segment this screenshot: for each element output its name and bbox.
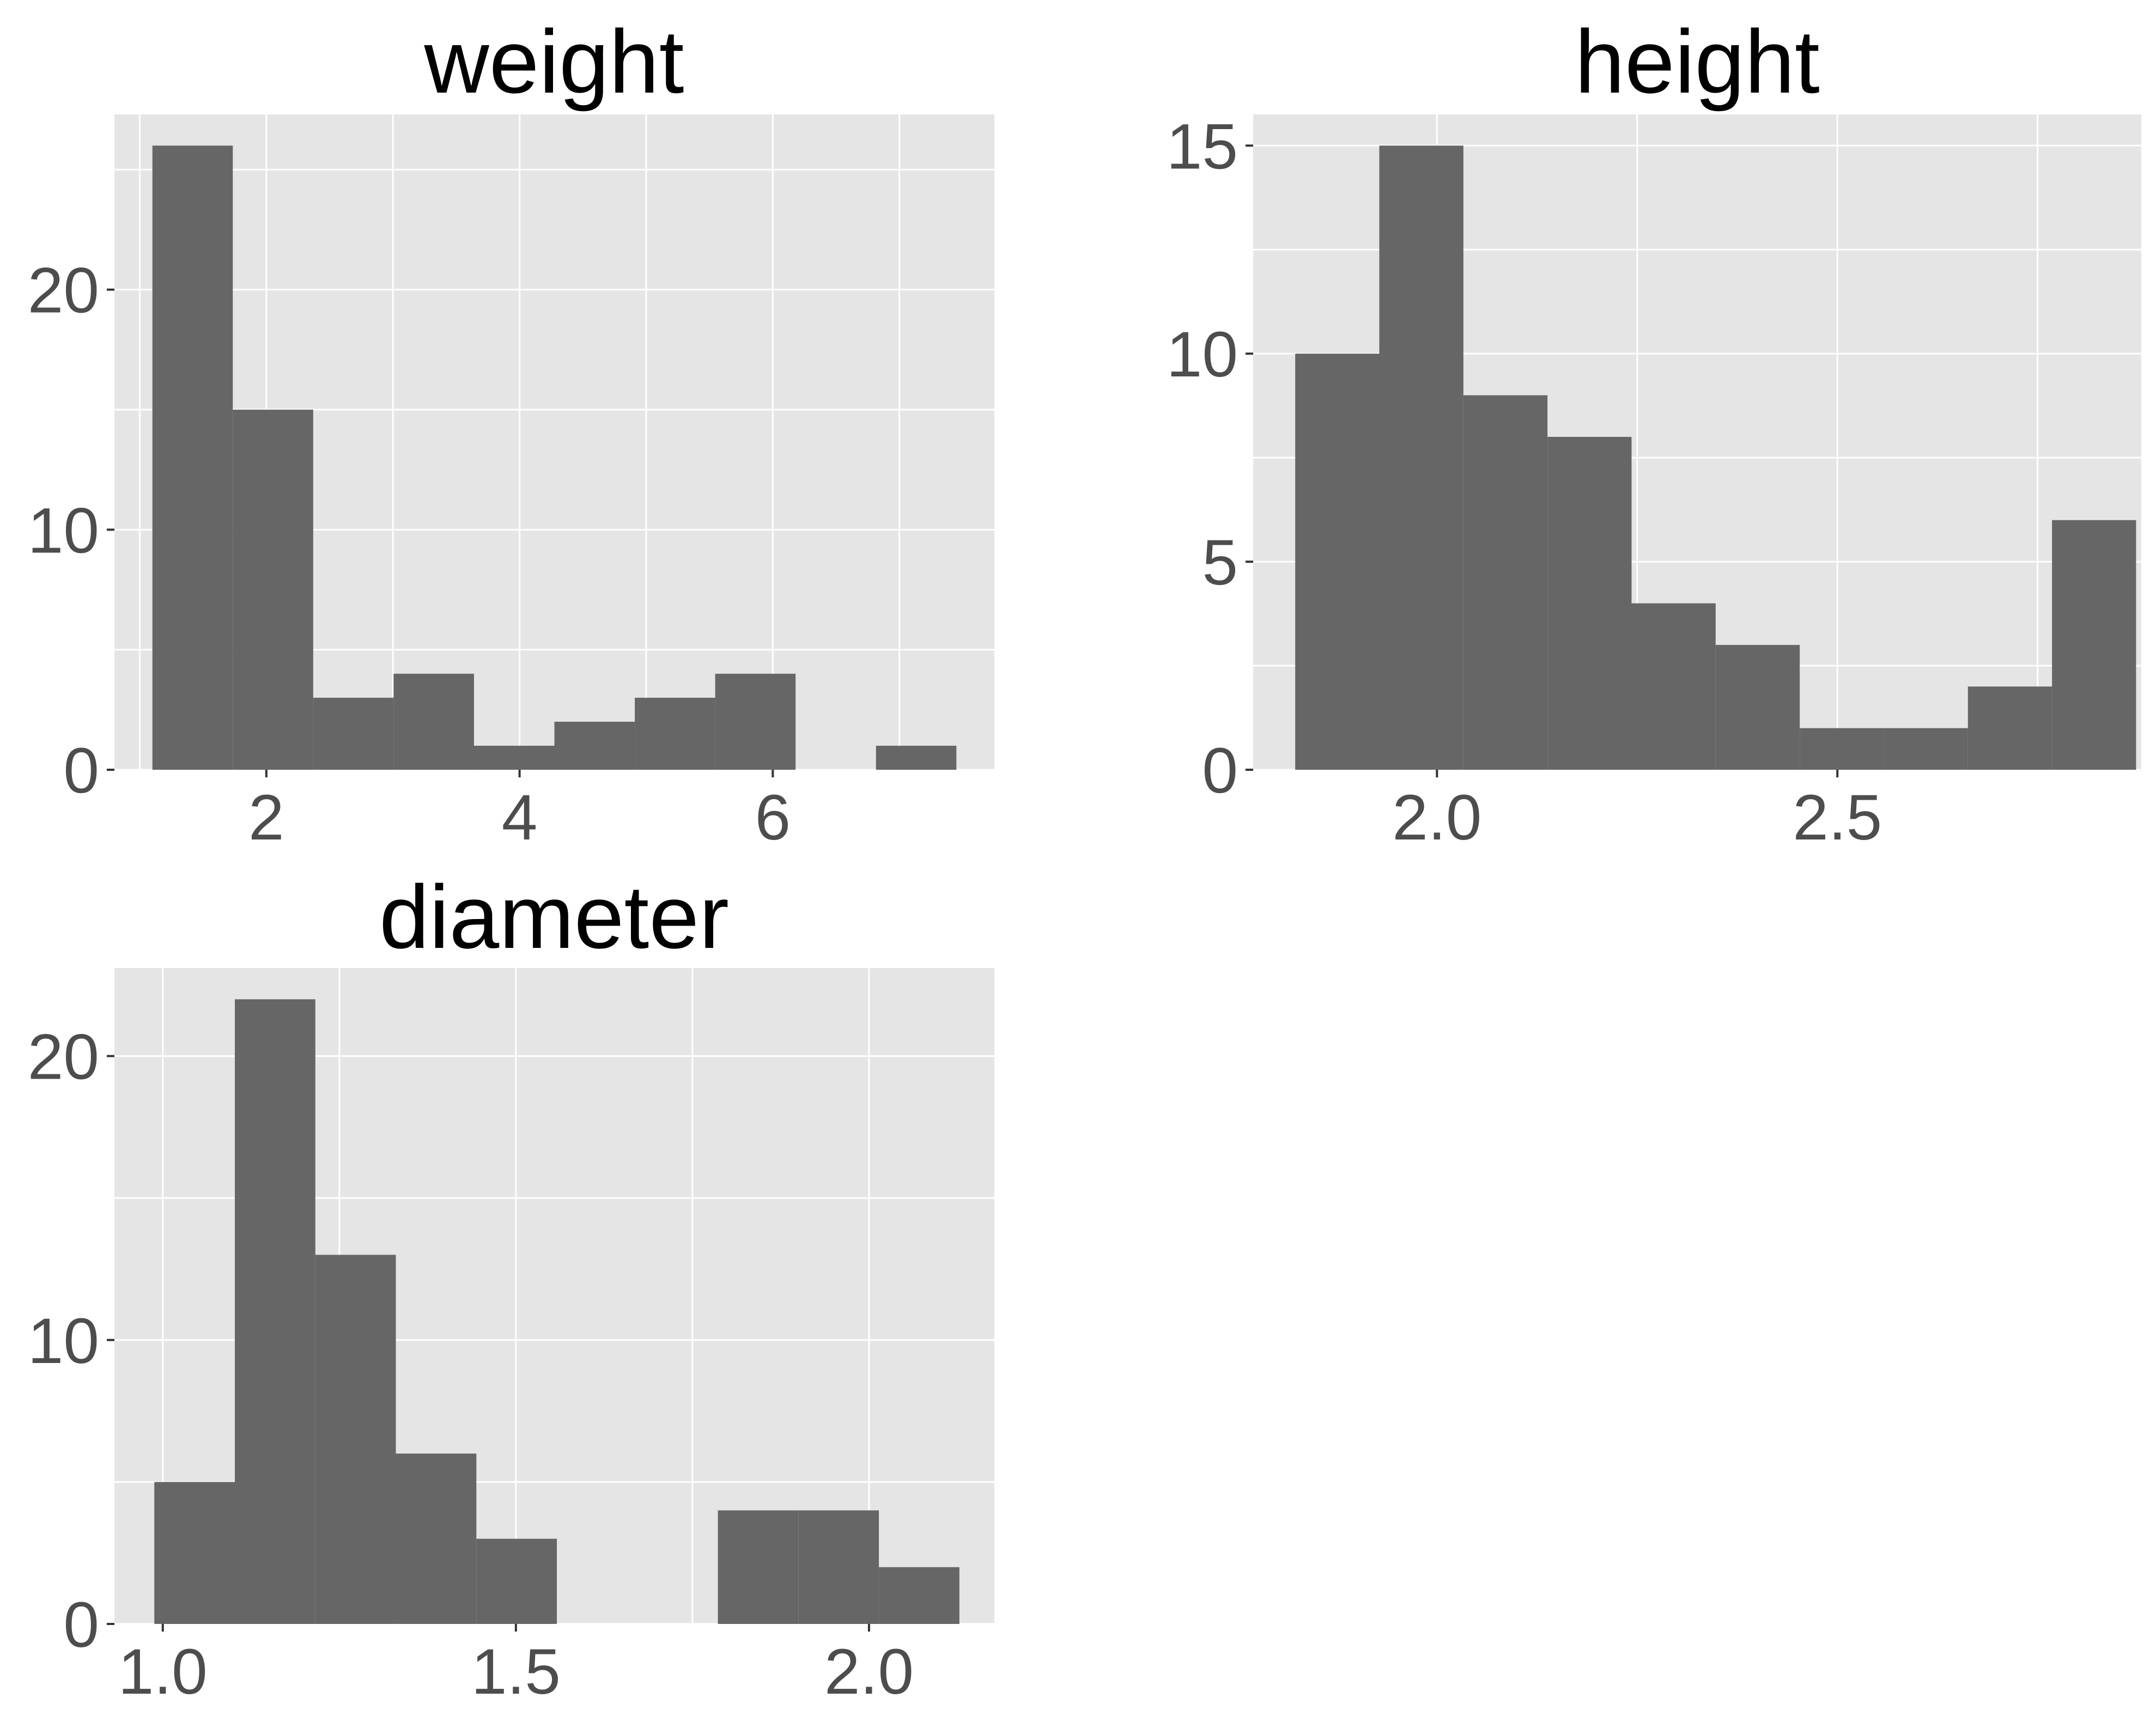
y-tick-label: 0 <box>63 1589 99 1661</box>
histogram-bar <box>635 697 715 770</box>
x-tick-label: 2.0 <box>824 1636 914 1708</box>
histogram-bar <box>1295 354 1380 770</box>
histogram-bar <box>233 410 313 770</box>
histogram-bar <box>315 1255 396 1624</box>
histogram-bar <box>1884 728 1968 770</box>
histogram-bar <box>798 1510 879 1624</box>
y-tick-label: 5 <box>1202 527 1238 599</box>
x-tick-label: 1.5 <box>471 1636 561 1708</box>
y-tick-label: 20 <box>28 255 99 327</box>
histogram-bar <box>718 1510 799 1624</box>
facet-title: height <box>1575 11 1820 112</box>
facet-height: 2.0 2.5 0 5 10 15 height <box>1167 11 2141 854</box>
histogram-bar <box>473 745 555 770</box>
y-tick-label: 10 <box>28 1305 99 1377</box>
histogram-bar <box>396 1453 477 1624</box>
histogram-bar <box>393 673 474 770</box>
histogram-bar <box>554 721 635 770</box>
y-tick-label: 10 <box>28 495 99 567</box>
histogram-bar <box>1379 145 1463 770</box>
histogram-bar <box>1631 603 1716 770</box>
facet-diameter: 1.0 1.5 2.0 0 10 20 diameter <box>28 867 994 1708</box>
facet-title: weight <box>424 11 684 112</box>
histogram-bar <box>1800 728 1884 770</box>
histogram-bar <box>1547 436 1632 770</box>
x-tick-label: 2 <box>248 782 284 854</box>
x-tick-label: 2.0 <box>1392 782 1481 854</box>
histogram-bar <box>1715 644 1800 770</box>
histogram-bar <box>2052 520 2136 770</box>
x-tick-label: 2.5 <box>1793 782 1882 854</box>
histogram-bar <box>152 145 233 770</box>
histogram-bar <box>879 1567 959 1624</box>
x-tick-label: 1.0 <box>118 1636 208 1708</box>
histogram-bar <box>313 697 394 770</box>
histogram-bar <box>1463 395 1548 770</box>
histogram-bar <box>234 999 315 1624</box>
y-tick-label: 0 <box>63 735 99 807</box>
y-tick-label: 15 <box>1167 111 1238 182</box>
histogram-bar <box>476 1538 557 1624</box>
histogram-bar <box>876 745 957 770</box>
facet-weight: 2 4 6 0 10 20 weight <box>28 11 994 854</box>
histogram-bar <box>154 1482 235 1624</box>
x-tick-label: 4 <box>502 782 538 854</box>
x-tick-label: 6 <box>755 782 791 854</box>
histogram-bar <box>715 673 796 770</box>
histogram-bar <box>1967 686 2052 770</box>
facet-title: diameter <box>379 867 729 967</box>
y-tick-label: 20 <box>28 1021 99 1093</box>
y-tick-label: 10 <box>1167 319 1238 391</box>
y-tick-label: 0 <box>1202 735 1238 807</box>
